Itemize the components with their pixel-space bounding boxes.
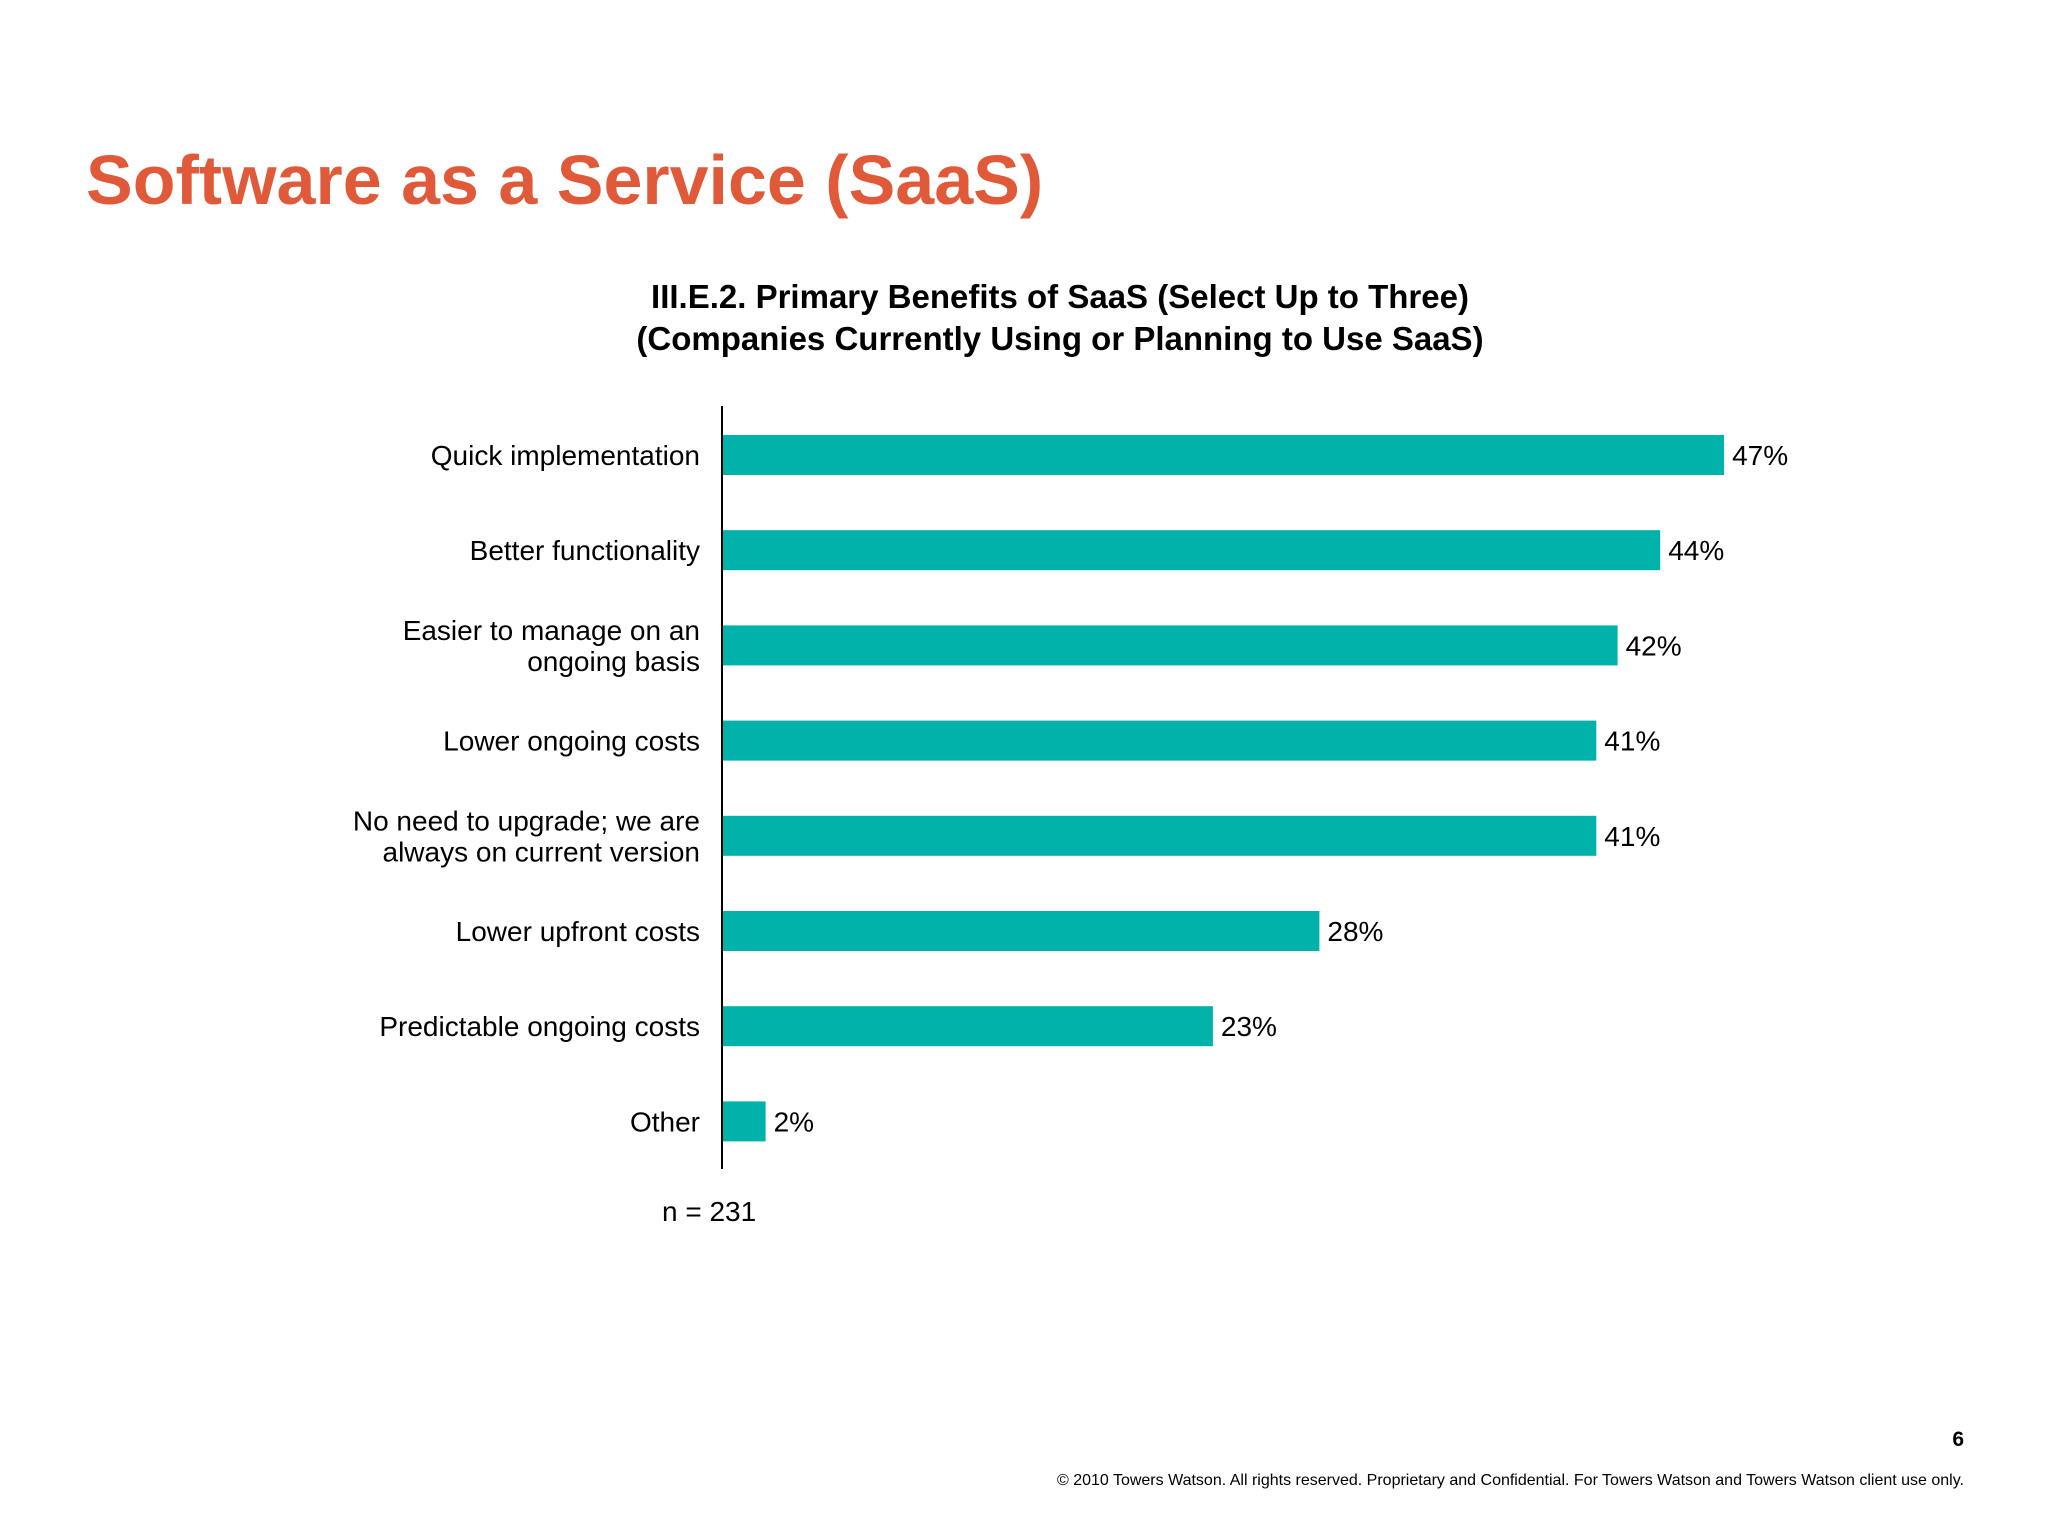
category-label: always on current version [383, 836, 700, 867]
chart-subtitle: (Companies Currently Using or Planning t… [636, 320, 1484, 357]
category-label: Quick implementation [431, 440, 700, 471]
bar [723, 1006, 1213, 1047]
bar [723, 911, 1320, 951]
category-label: Better functionality [470, 535, 700, 566]
data-label: 41% [1604, 726, 1660, 757]
data-label: 28% [1327, 916, 1383, 947]
data-label: 2% [774, 1106, 814, 1137]
category-label: ongoing basis [527, 646, 700, 677]
category-label: Other [630, 1106, 700, 1137]
bar [723, 720, 1597, 761]
category-label: Lower ongoing costs [443, 726, 700, 757]
bar [723, 815, 1597, 856]
chart-title: III.E.2. Primary Benefits of SaaS (Selec… [651, 278, 1469, 315]
bar [723, 1101, 766, 1142]
copyright-notice: © 2010 Towers Watson. All rights reserve… [1056, 1472, 1964, 1489]
data-label: 41% [1604, 821, 1660, 852]
data-label: 44% [1668, 535, 1724, 566]
category-label: Predictable ongoing costs [379, 1011, 700, 1042]
bar [723, 625, 1618, 666]
data-label: 47% [1732, 440, 1788, 471]
slide-title: Software as a Service (SaaS) [86, 141, 1044, 219]
data-label: 42% [1626, 630, 1682, 661]
bar [723, 530, 1661, 571]
category-label: Easier to manage on an [403, 615, 700, 646]
bar [723, 435, 1725, 475]
data-label: 23% [1221, 1011, 1277, 1042]
category-label: Lower upfront costs [456, 916, 700, 947]
category-label: No need to upgrade; we are [353, 805, 700, 836]
page-number: 6 [1952, 1428, 1964, 1451]
sample-size-note: n = 231 [662, 1196, 757, 1227]
